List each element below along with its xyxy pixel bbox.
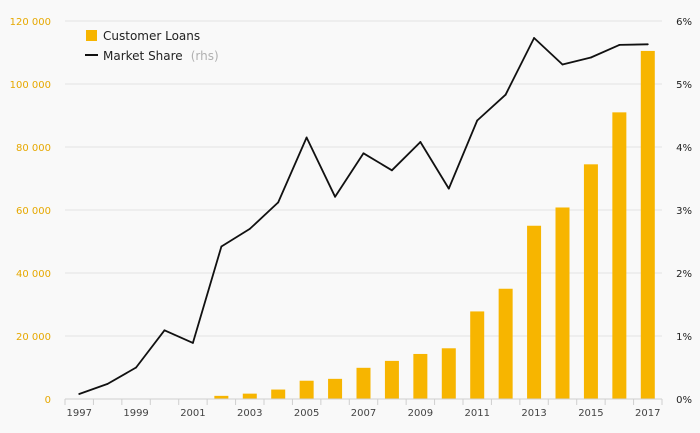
x-tick-label: 2001 [180,408,205,419]
x-tick-label: 2005 [294,408,319,419]
point-2005 [305,136,308,139]
bar-2011 [470,311,485,399]
point-1998 [106,382,109,385]
line-series [78,37,649,395]
x-tick-label: 2009 [408,408,433,419]
bar-2002 [214,395,229,399]
x-tick-label: 1999 [123,408,148,419]
x-tick-label: 2017 [635,408,660,419]
bar-2007 [356,367,371,399]
right-tick-label: 4% [676,143,692,154]
left-tick-label: 80 000 [16,143,51,154]
x-tick-label: 1997 [66,408,91,419]
bar-2004 [271,389,286,399]
point-2009 [419,141,422,143]
point-2003 [248,228,251,230]
point-2006 [334,195,336,198]
point-2008 [391,169,393,172]
point-2012 [504,93,507,96]
bar-2003 [242,393,257,399]
bar-2009 [413,353,428,399]
right-tick-label: 1% [676,332,692,343]
right-tick-label: 0% [676,395,692,406]
left-tick-label: 20 000 [16,332,51,343]
x-axis [64,398,663,405]
left-axis-ticks: 0 20 000 40 000 60 000 80 000 100 000 120 000 [10,17,51,406]
right-tick-label: 3% [676,206,692,217]
x-tick-label: 2011 [464,408,489,419]
point-2007 [362,152,365,155]
x-tick-label: 2003 [237,408,262,419]
bar-2014 [555,207,570,399]
legend-label-market-share: Market Share (rhs) [103,47,219,64]
left-tick-label: 40 000 [16,269,51,280]
grid [65,20,662,337]
x-tick-label: 2013 [521,408,546,419]
bar-2010 [441,348,456,399]
right-tick-label: 6% [676,17,692,28]
point-1999 [135,366,137,369]
point-2010 [447,187,450,190]
legend-swatch-customer-loans [86,30,97,41]
left-tick-label: 120 000 [10,17,51,28]
point-2013 [533,37,535,39]
legend: Customer Loans Market Share (rhs) [85,29,219,64]
bar-2012 [498,288,513,399]
right-axis-ticks: 0% 1% 2% 3% 4% 5% 6% [676,17,692,406]
point-2017 [646,43,649,46]
right-tick-label: 2% [676,269,692,280]
x-tick-label: 2007 [351,408,376,419]
point-2002 [220,245,223,248]
point-2004 [277,201,280,204]
point-2016 [618,44,621,46]
legend-label-market-share-name: Market Share [103,49,183,63]
point-2014 [561,63,564,66]
bar-2005 [299,380,314,399]
bar-2017 [640,50,655,400]
point-2000 [163,329,166,332]
point-1997 [78,393,81,395]
legend-label-customer-loans: Customer Loans [103,29,200,43]
left-tick-label: 100 000 [10,80,51,91]
right-tick-label: 5% [676,80,692,91]
point-2001 [192,342,194,344]
x-tick-label: 2015 [578,408,603,419]
bar-2006 [328,378,343,399]
point-2015 [590,56,592,59]
left-tick-label: 60 000 [16,206,51,217]
bar-2013 [527,225,542,399]
point-2011 [476,119,479,122]
bar-2008 [384,360,399,399]
bar-2015 [583,164,598,399]
bar-2016 [612,112,627,399]
bars-series [214,50,655,400]
legend-label-market-share-suffix: (rhs) [191,49,219,63]
x-axis-ticks: 1997 1999 2001 2003 2005 2007 2009 2011 2013 2015… [66,408,660,419]
left-tick-label: 0 [45,395,51,406]
